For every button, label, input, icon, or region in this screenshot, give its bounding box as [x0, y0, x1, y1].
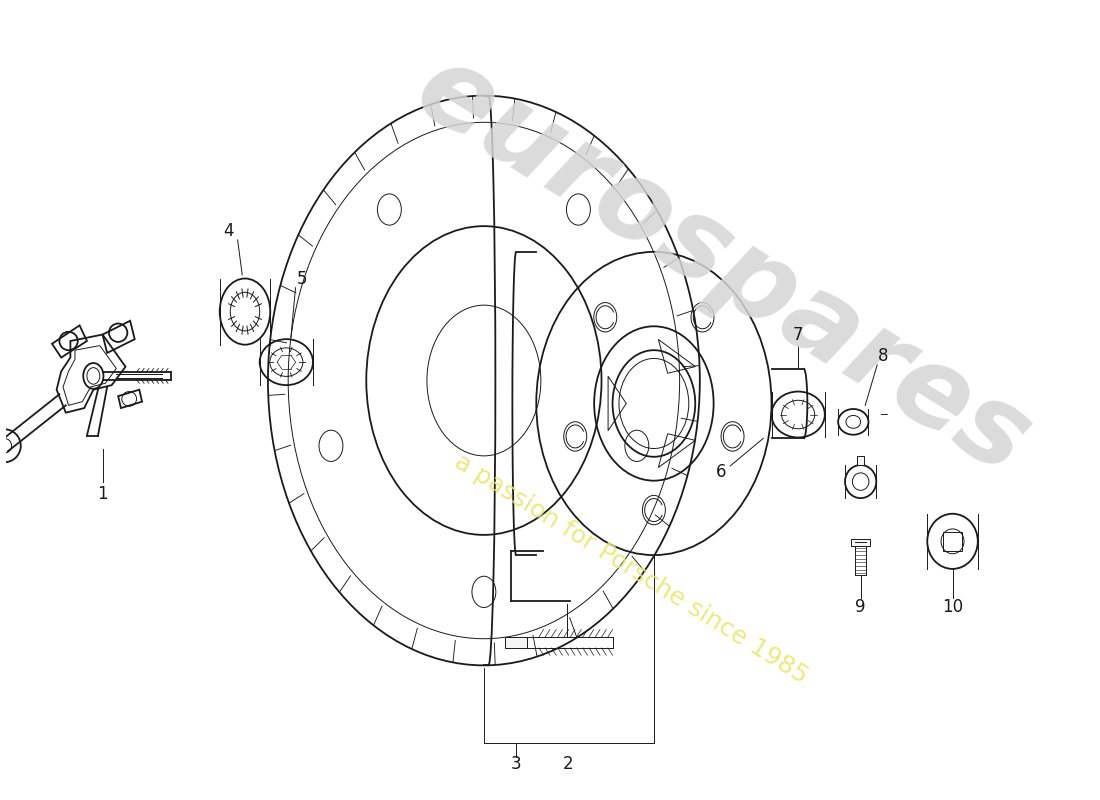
Text: eurospares: eurospares — [397, 34, 1049, 497]
Text: 3: 3 — [510, 754, 521, 773]
Polygon shape — [857, 456, 865, 465]
Text: 5: 5 — [297, 270, 307, 289]
Text: a passion for Porsche since 1985: a passion for Porsche since 1985 — [450, 450, 812, 688]
Text: 7: 7 — [793, 326, 803, 343]
Text: ─: ─ — [880, 410, 887, 419]
Text: 1: 1 — [97, 485, 108, 502]
Polygon shape — [851, 538, 870, 546]
Text: 6: 6 — [716, 463, 726, 482]
Text: 10: 10 — [942, 598, 964, 617]
Text: 9: 9 — [856, 598, 866, 617]
Text: 2: 2 — [563, 754, 574, 773]
Polygon shape — [505, 637, 527, 648]
Text: 4: 4 — [223, 222, 233, 240]
Text: 8: 8 — [879, 346, 889, 365]
